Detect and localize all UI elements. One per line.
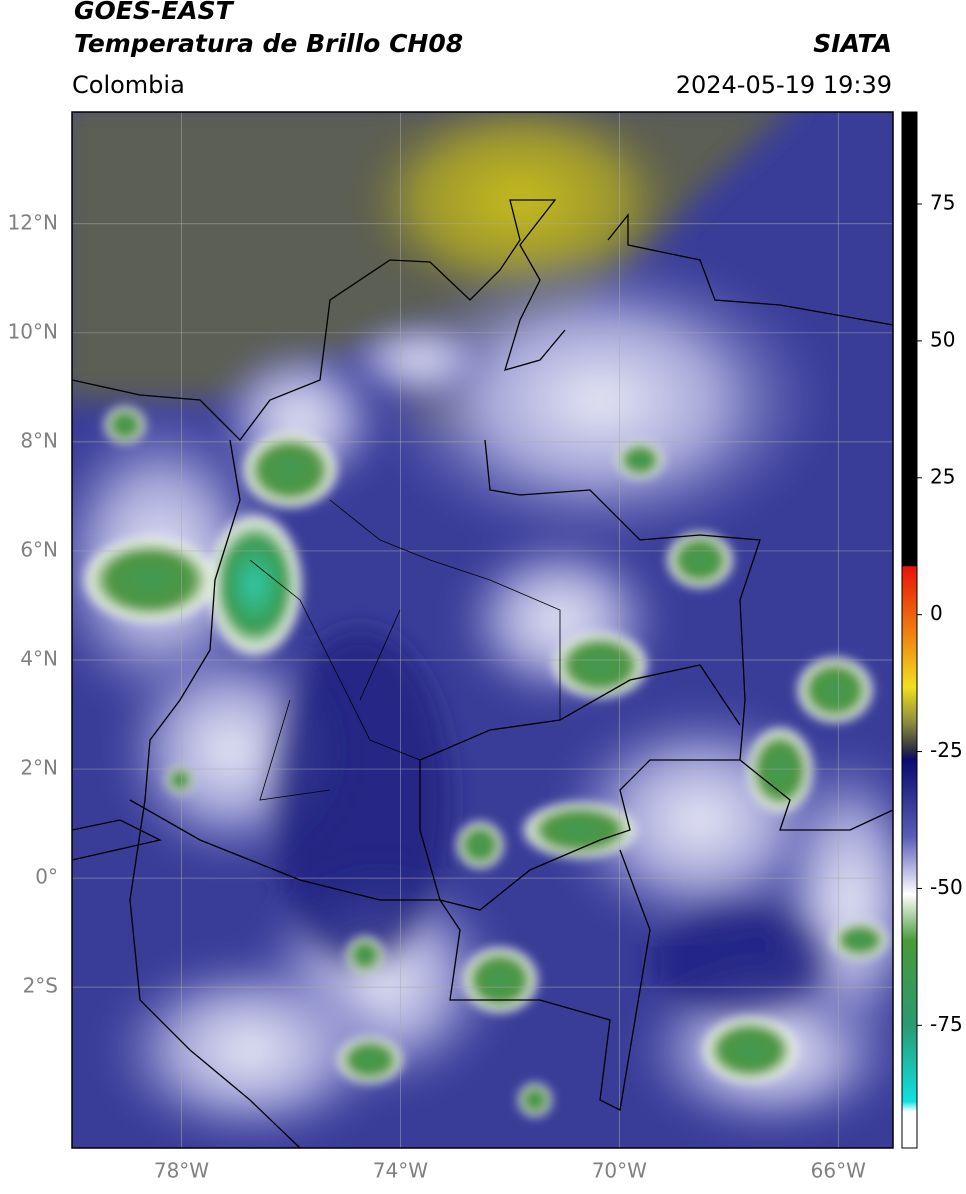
- convective-cell: [745, 725, 815, 815]
- clear-air: [650, 900, 830, 1020]
- lat-tick-label: 8°N: [20, 428, 58, 452]
- colorbar-tick-label: 25: [930, 464, 955, 488]
- satellite-image: [72, 112, 893, 1148]
- lat-tick-label: 12°N: [8, 210, 58, 234]
- colorbar: [901, 111, 918, 1149]
- colorbar-tick-label: 50: [930, 327, 955, 351]
- cloud: [370, 250, 830, 550]
- region: Colombia: [72, 71, 185, 99]
- lat-tick-label: 2°N: [20, 756, 58, 780]
- lat-tick-label: 2°S: [23, 974, 58, 998]
- lat-tick-label: 0°: [35, 865, 58, 889]
- convective-cell: [830, 920, 890, 960]
- coastline: [607, 213, 893, 326]
- border: [129, 799, 651, 1111]
- axes: 12°N 10°N 8°N 6°N 4°N 2°N 0° 2°S 78°W 74°W 70°W 66°…: [8, 190, 963, 1182]
- lon-tick-label: 66°W: [811, 1159, 866, 1183]
- borders: [72, 199, 893, 1148]
- cloud: [340, 320, 500, 400]
- lon-tick-label: 74°W: [373, 1159, 428, 1183]
- coastline: [72, 199, 566, 441]
- colorbar-tick-label: 0: [930, 601, 943, 625]
- lon-tick-label: 78°W: [154, 1159, 209, 1183]
- colorbar-tick-label: -25: [930, 738, 963, 762]
- map-frame: [71, 111, 894, 1149]
- convective-cell: [205, 510, 305, 660]
- colorbar-tick-label: 75: [930, 190, 955, 214]
- cloud: [100, 950, 400, 1148]
- border: [72, 819, 162, 861]
- clear-air: [270, 630, 450, 970]
- convective-cell: [550, 630, 650, 700]
- source: SIATA: [813, 29, 892, 58]
- lat-tick-label: 10°N: [8, 319, 58, 343]
- lat-tick-label: 4°N: [20, 646, 58, 670]
- convective-cell: [80, 535, 220, 625]
- convective-cell: [240, 430, 340, 510]
- departments: [249, 499, 561, 801]
- convective-cell: [517, 1082, 553, 1118]
- convective-cell: [345, 935, 385, 975]
- storms: [80, 405, 890, 1118]
- title: GOES-EAST: [74, 0, 235, 25]
- convective-cell: [665, 530, 735, 590]
- convective-cell: [520, 800, 640, 860]
- timestamp: 2024-05-19 19:39: [676, 71, 892, 99]
- lat-tick-label: 6°N: [20, 537, 58, 561]
- graticule: [72, 112, 893, 1148]
- convective-cell: [795, 655, 875, 725]
- convective-cell: [460, 945, 540, 1015]
- subtitle: Temperatura de Brillo CH08: [74, 29, 463, 58]
- border: [484, 439, 893, 831]
- convective-cell: [455, 820, 505, 870]
- colorbar-tick-label: -75: [930, 1012, 963, 1036]
- convective-cell: [335, 1035, 405, 1085]
- lon-tick-label: 70°W: [592, 1159, 647, 1183]
- colorbar-tick-label: -50: [930, 875, 963, 899]
- convective-cell: [165, 765, 195, 795]
- clouds: [72, 112, 893, 1148]
- convective-cell: [700, 1015, 800, 1085]
- convective-cell: [615, 440, 665, 480]
- convective-cell: [103, 405, 147, 445]
- coastline: [129, 439, 301, 1148]
